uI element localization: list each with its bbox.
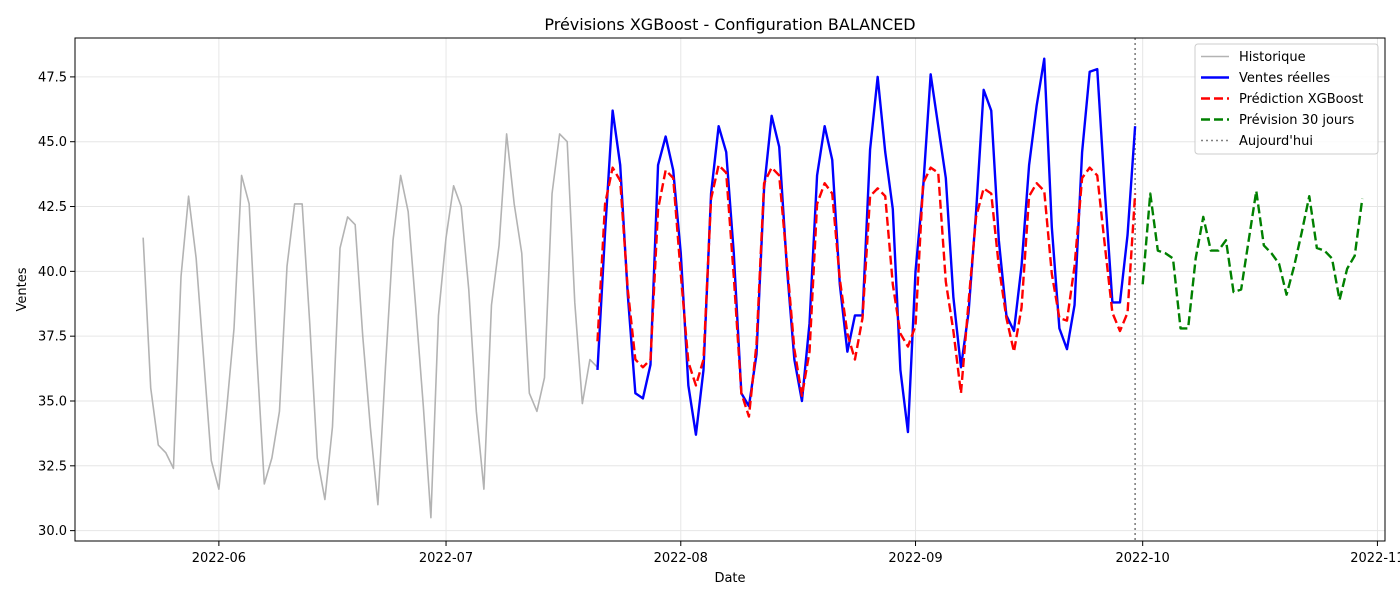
x-tick-label: 2022-08 <box>654 551 708 566</box>
y-tick-label: 30.0 <box>38 524 67 539</box>
x-tick-label: 2022-11 <box>1350 551 1400 566</box>
x-tick-label: 2022-07 <box>419 551 473 566</box>
legend-label: Historique <box>1239 50 1306 65</box>
y-tick-label: 37.5 <box>38 330 67 345</box>
legend-label: Ventes réelles <box>1239 71 1330 86</box>
series-line-0 <box>142 133 599 519</box>
x-tick-label: 2022-06 <box>192 551 246 566</box>
legend-label: Aujourd'hui <box>1239 134 1313 149</box>
series-line-1 <box>596 57 1137 436</box>
legend-label: Prédiction XGBoost <box>1239 92 1363 107</box>
legend-label: Prévision 30 jours <box>1239 113 1355 128</box>
series-line-3 <box>1141 189 1364 330</box>
series-line-2 <box>596 163 1137 418</box>
y-axis-label: Ventes <box>15 267 30 311</box>
y-tick-label: 47.5 <box>38 70 67 85</box>
y-axis-ticks: 30.0 32.5 35.0 37.5 40.0 42.5 45.0 47.5 <box>38 70 75 539</box>
series-lines <box>142 57 1364 519</box>
y-tick-label: 42.5 <box>38 200 67 215</box>
legend: Historique Ventes réelles Prédiction XGBoo… <box>1194 43 1379 155</box>
y-tick-label: 40.0 <box>38 265 67 280</box>
x-axis-label: Date <box>714 571 745 586</box>
x-axis-ticks: 2022-06 2022-07 2022-08 2022-09 2022-10 2022-… <box>192 541 1400 566</box>
x-tick-label: 2022-09 <box>888 551 942 566</box>
y-tick-label: 32.5 <box>38 459 67 474</box>
y-tick-label: 35.0 <box>38 394 67 409</box>
chart-title: Prévisions XGBoost - Configuration BALAN… <box>544 15 915 34</box>
y-tick-label: 45.0 <box>38 135 67 150</box>
legend-box <box>1194 43 1379 155</box>
plot-area <box>74 37 1386 542</box>
x-tick-label: 2022-10 <box>1116 551 1170 566</box>
